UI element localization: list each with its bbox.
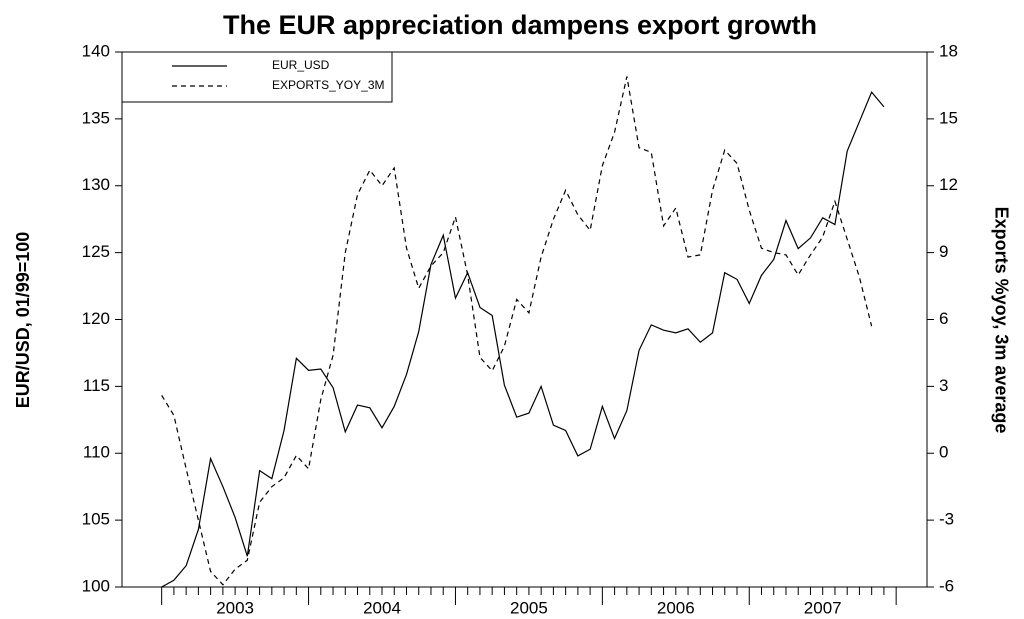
y-tick-label: 130 <box>82 175 110 194</box>
series-line <box>161 90 885 588</box>
legend-label: EUR_USD <box>272 58 330 72</box>
x-tick-label: 2004 <box>363 598 401 617</box>
x-tick-label: 2006 <box>657 598 695 617</box>
y-tick-label: 125 <box>82 242 110 261</box>
y2-tick-label: 18 <box>939 41 958 60</box>
y-tick-label: 120 <box>82 309 110 328</box>
y2-tick-label: 12 <box>939 175 958 194</box>
legend-box <box>121 51 393 103</box>
y2-axis-label: Exports %yoy, 3m average <box>991 207 1011 434</box>
y-tick-label: 110 <box>83 443 110 462</box>
series-line <box>161 76 873 586</box>
y2-tick-label: 3 <box>939 376 948 395</box>
y-tick-label: 115 <box>83 376 110 395</box>
y2-tick-label: 9 <box>939 242 948 261</box>
y2-tick-label: -6 <box>939 576 954 595</box>
y-tick-label: 135 <box>82 108 110 127</box>
plot-frame <box>121 51 928 588</box>
y-tick-label: 140 <box>82 41 110 60</box>
y2-tick-label: 15 <box>939 108 958 127</box>
chart-title: The EUR appreciation dampens export grow… <box>223 10 817 40</box>
y2-tick-label: 0 <box>939 443 948 462</box>
y2-tick-label: 6 <box>939 309 948 328</box>
y-tick-label: 100 <box>82 576 110 595</box>
y2-tick-label: -3 <box>939 510 954 529</box>
x-tick-label: 2003 <box>216 598 254 617</box>
legend-label: EXPORTS_YOY_3M <box>272 78 385 92</box>
x-tick-label: 2005 <box>510 598 548 617</box>
x-tick-label: 2007 <box>804 598 842 617</box>
y-tick-label: 105 <box>82 510 110 529</box>
y-axis-label: EUR/USD, 01/99=100 <box>13 232 33 409</box>
